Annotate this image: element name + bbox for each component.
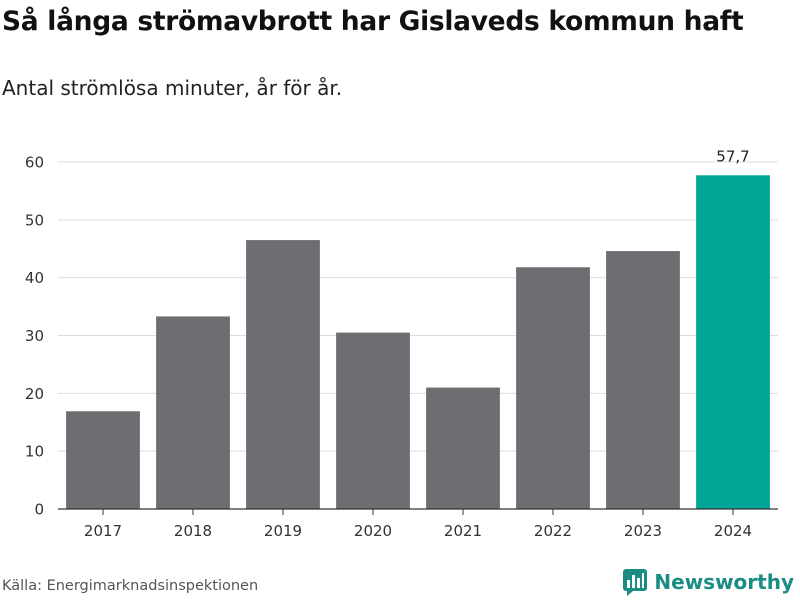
x-tick-label: 2023 xyxy=(624,522,662,540)
bar-2024 xyxy=(696,175,770,509)
chart-subtitle: Antal strömlösa minuter, år för år. xyxy=(2,76,343,100)
bar-2017 xyxy=(66,411,140,509)
bar-2021 xyxy=(426,387,500,509)
x-tick-label: 2018 xyxy=(174,522,212,540)
y-tick-label: 20 xyxy=(25,385,44,403)
source-note: Källa: Energimarknadsinspektionen xyxy=(2,578,259,594)
data-label: 57,7 xyxy=(716,147,749,165)
chart-title: Så långa strömavbrott har Gislaveds komm… xyxy=(2,6,744,37)
x-axis-ticks: 2017 2018 2019 2020 2021 2022 2023 2024 xyxy=(84,509,752,540)
newsworthy-logo-icon xyxy=(623,569,648,596)
x-tick-label: 2019 xyxy=(264,522,302,540)
x-tick-label: 2024 xyxy=(714,522,752,540)
y-tick-label: 0 xyxy=(34,501,44,519)
y-tick-label: 40 xyxy=(25,269,44,287)
x-tick-label: 2021 xyxy=(444,522,482,540)
bars xyxy=(66,175,770,509)
data-labels: 57,7 xyxy=(716,147,749,165)
x-tick-label: 2020 xyxy=(354,522,392,540)
brand-name: Newsworthy xyxy=(654,570,794,594)
bar-2019 xyxy=(246,240,320,509)
y-tick-label: 10 xyxy=(25,443,44,461)
x-tick-label: 2017 xyxy=(84,522,122,540)
brand-logo: Newsworthy xyxy=(622,568,794,596)
y-tick-label: 30 xyxy=(25,327,44,345)
y-tick-label: 50 xyxy=(25,211,44,229)
x-tick-label: 2022 xyxy=(534,522,572,540)
y-axis-ticks: 0 10 20 30 40 50 60 xyxy=(25,154,44,519)
bar-2022 xyxy=(516,267,590,509)
bar-2020 xyxy=(336,332,410,509)
y-tick-label: 60 xyxy=(25,154,44,172)
bar-2018 xyxy=(156,316,230,509)
bar-2023 xyxy=(606,251,680,509)
